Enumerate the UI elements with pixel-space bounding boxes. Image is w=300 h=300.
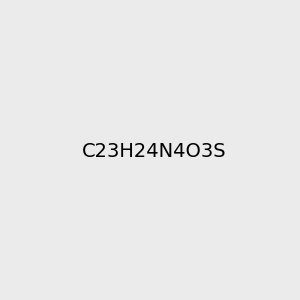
Text: C23H24N4O3S: C23H24N4O3S <box>81 142 226 161</box>
